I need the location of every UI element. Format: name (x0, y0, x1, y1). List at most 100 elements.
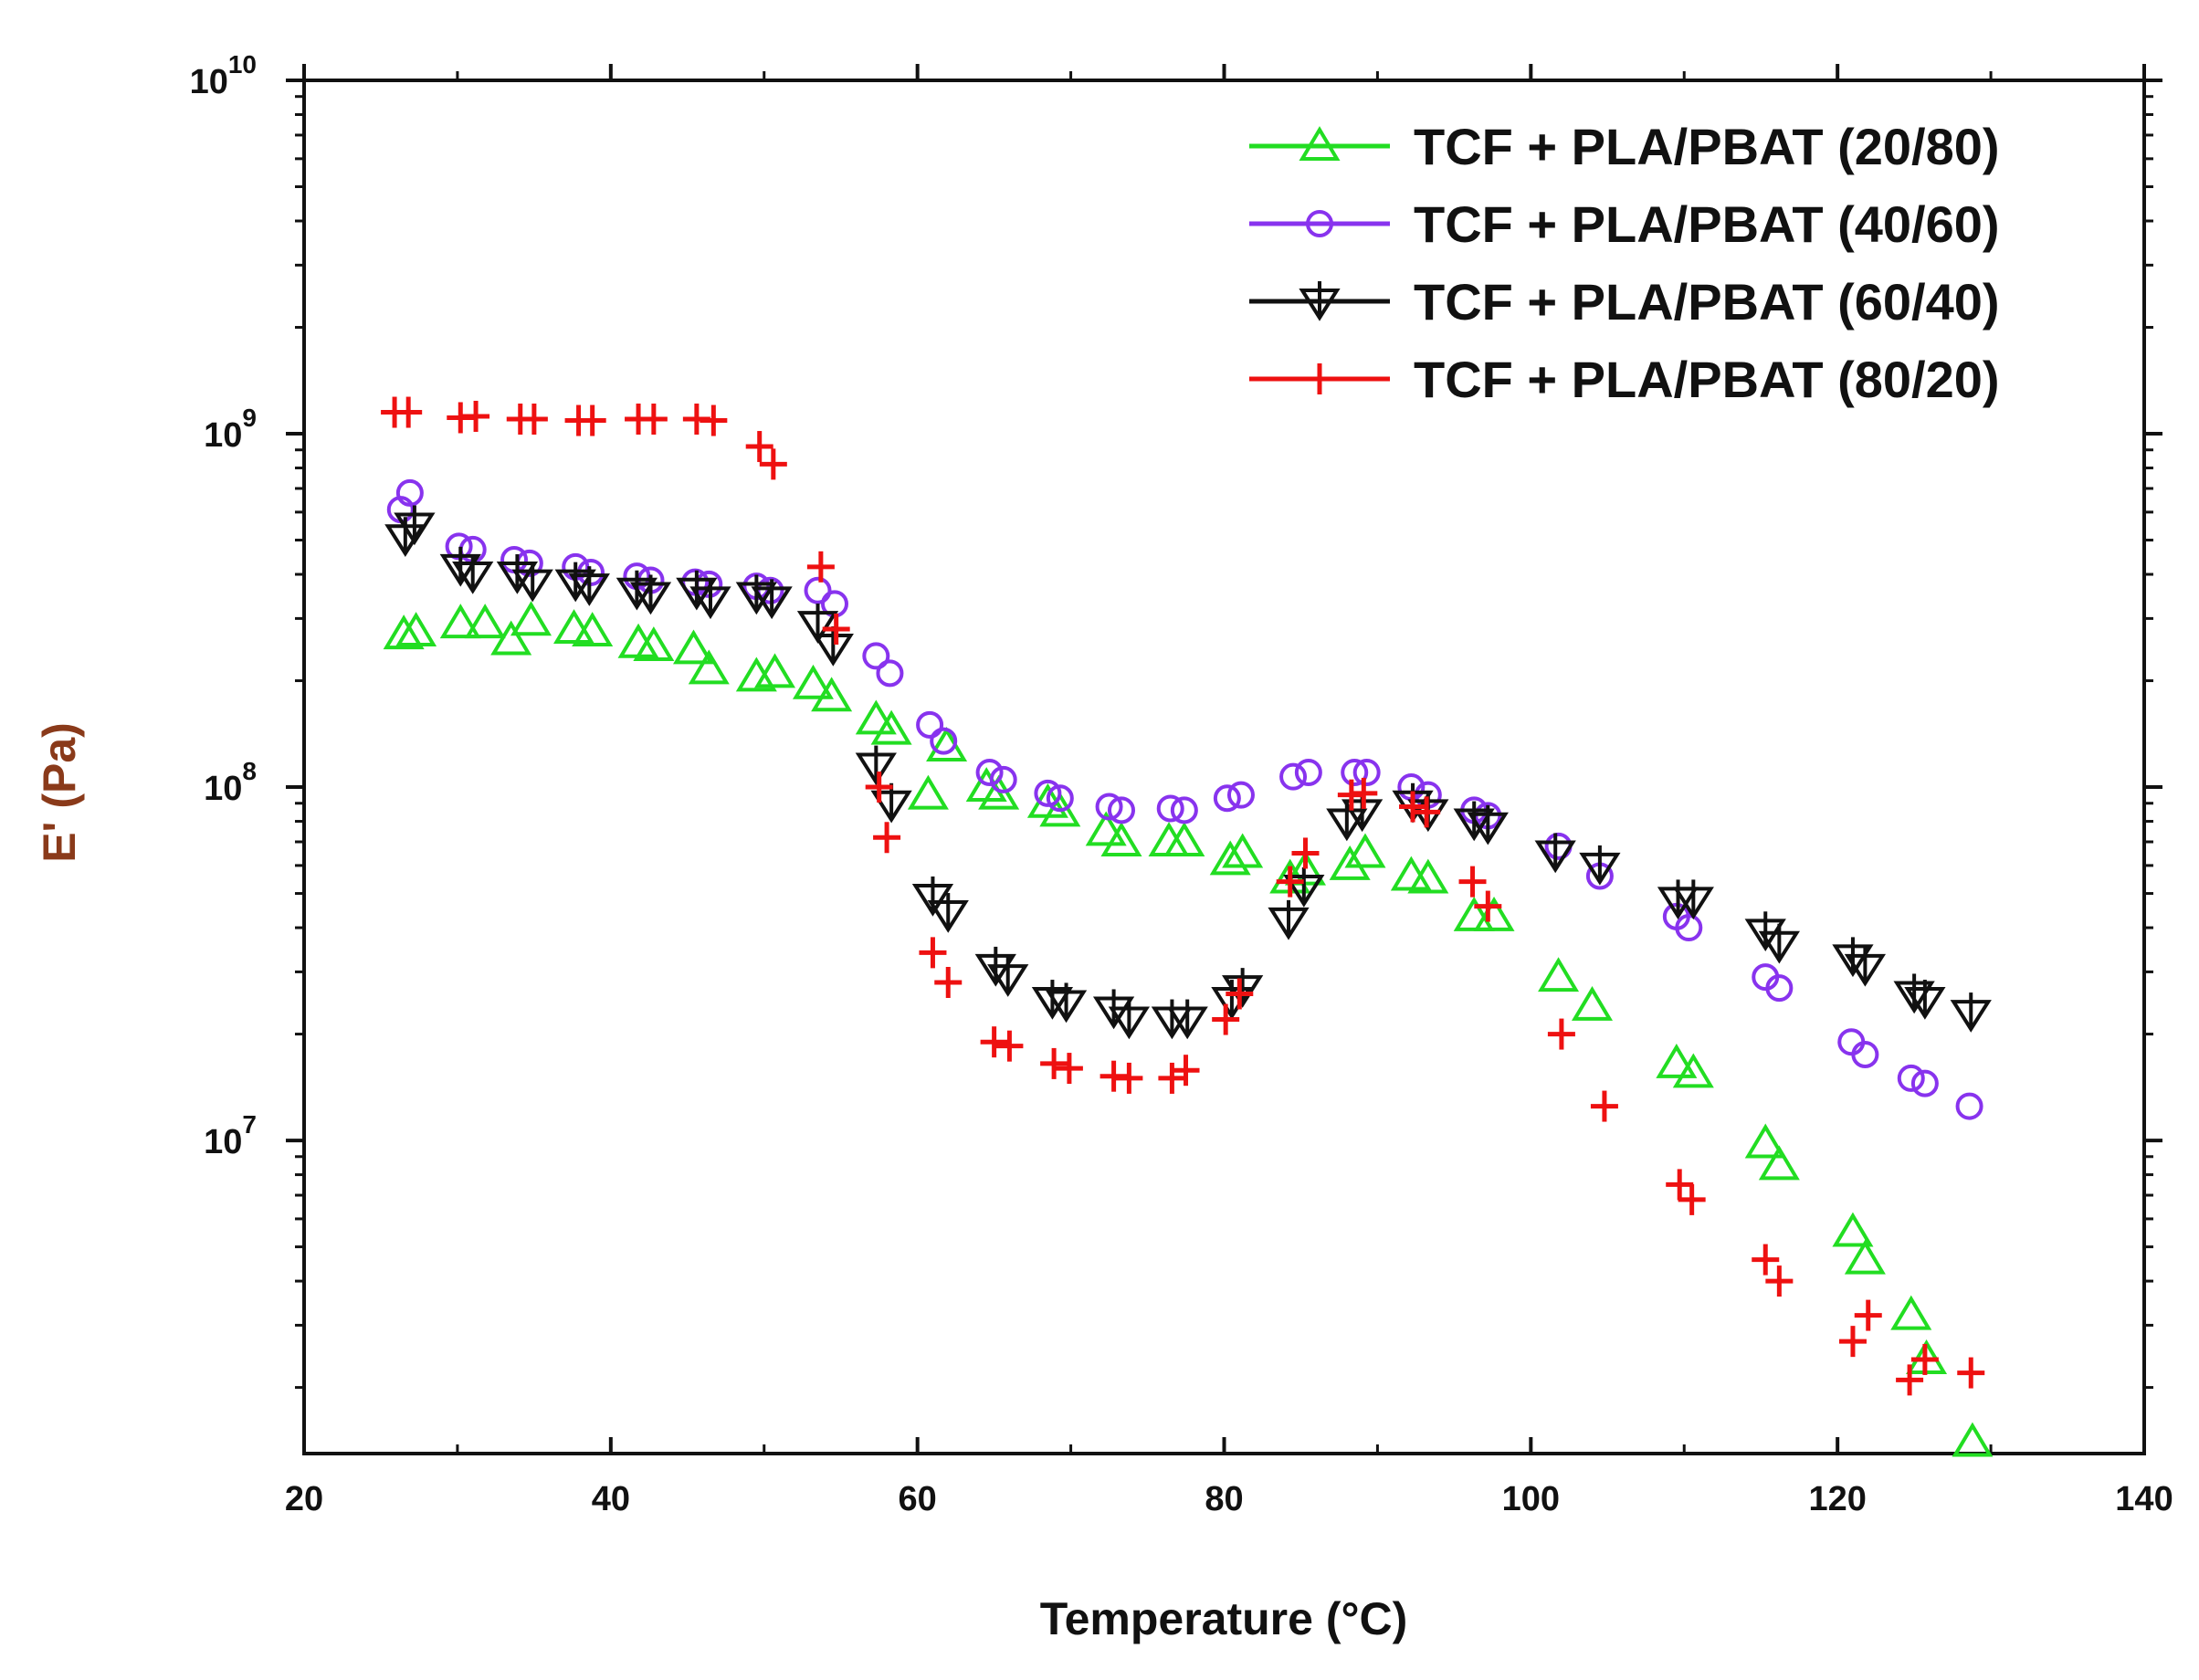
data-point (1399, 791, 1427, 823)
data-point (633, 626, 675, 662)
data-point (1758, 1145, 1800, 1181)
data-point (1276, 866, 1304, 898)
data-point (1226, 978, 1254, 1010)
data-point (1115, 1062, 1143, 1094)
data-point (1172, 1055, 1200, 1087)
legend-label: TCF + PLA/PBAT (40/60) (1414, 195, 2000, 253)
data-point (978, 774, 1020, 810)
data-point (1678, 1183, 1706, 1215)
data-point (1212, 1003, 1240, 1035)
data-point (500, 546, 529, 574)
data-point (1896, 1364, 1924, 1396)
data-point (1045, 982, 1088, 1024)
data-point (934, 967, 963, 999)
data-point (1893, 973, 1935, 1014)
data-point (1832, 1212, 1874, 1247)
x-tick-label: 60 (899, 1480, 937, 1518)
data-point (930, 727, 958, 755)
data-point (916, 710, 944, 739)
y-tick-label: 107 (204, 1110, 257, 1161)
data-point (1590, 1090, 1618, 1122)
data-point (876, 659, 904, 688)
data-point (639, 404, 668, 436)
x-tick-label: 80 (1205, 1480, 1243, 1518)
data-point (759, 448, 787, 480)
data-point (1209, 840, 1251, 876)
data-point (1108, 999, 1151, 1040)
data-point (1413, 796, 1441, 828)
data-point (1765, 1265, 1794, 1297)
data-point (688, 649, 730, 685)
data-point (553, 609, 595, 644)
legend-marker (1299, 281, 1341, 321)
data-point (1039, 792, 1081, 827)
data-point (568, 566, 610, 606)
data-point (511, 562, 553, 603)
data-point (1213, 784, 1241, 813)
data-point (1910, 1343, 1939, 1375)
data-point (1950, 992, 1992, 1033)
data-point (572, 612, 614, 647)
axes: 20 40 60 80 100 120 140 107 108 109 1010 (190, 50, 2173, 1518)
data-point (394, 505, 436, 546)
legend-label: TCF + PLA/PBAT (20/80) (1414, 118, 2000, 175)
data-point (745, 431, 773, 463)
data-point (490, 620, 532, 656)
data-point (1672, 879, 1714, 920)
y-tick-label: 109 (204, 404, 257, 455)
data-point (806, 551, 835, 583)
data-point (1955, 1092, 1983, 1120)
series-2 (386, 478, 1983, 1120)
data-point (907, 774, 949, 810)
data-point (464, 604, 506, 639)
legend-marker (1306, 210, 1333, 237)
data-point (873, 822, 901, 854)
data-point (383, 614, 425, 650)
data-point (1040, 1047, 1068, 1079)
data-point (865, 772, 893, 803)
data-point (980, 1026, 1008, 1058)
data-point (1890, 1295, 1932, 1330)
data-point (751, 579, 793, 620)
data-point (1107, 796, 1135, 824)
data-point (1897, 1064, 1925, 1092)
data-point (1283, 866, 1325, 908)
y-tick-label: 108 (204, 757, 257, 808)
legend-label: TCF + PLA/PBAT (80/20) (1414, 351, 2000, 408)
x-axis-title: Temperature (°C) (1040, 1593, 1407, 1644)
data-point (1675, 914, 1703, 942)
data-point (1458, 866, 1487, 898)
data-point (1268, 899, 1310, 940)
data-point (520, 404, 548, 436)
data-point (1390, 856, 1432, 891)
data-point (1838, 1326, 1867, 1358)
data-point (1758, 923, 1800, 964)
x-tick-label: 120 (1808, 1480, 1866, 1518)
data-point (1672, 1053, 1714, 1088)
data-point (689, 579, 731, 620)
legend-marker (1306, 363, 1333, 394)
data-point (1095, 793, 1123, 821)
data-point (617, 623, 659, 658)
data-point (1837, 1028, 1866, 1056)
data-point (439, 604, 481, 639)
data-point (1474, 890, 1502, 922)
data-point (1100, 822, 1142, 857)
data-point (1844, 946, 1887, 987)
data-point (395, 478, 424, 507)
data-point (1957, 1357, 1985, 1389)
data-point (862, 642, 890, 670)
legend-item-1: TCF + PLA/PBAT (20/80) (1249, 118, 2000, 175)
data-point (812, 626, 854, 667)
data-point (1467, 804, 1509, 845)
legend: TCF + PLA/PBAT (20/80) TCF + PLA/PBAT (40… (1249, 118, 2000, 408)
x-tick-label: 140 (2115, 1480, 2173, 1518)
data-point (1851, 1041, 1879, 1069)
data-point (452, 554, 494, 594)
data-point (1407, 858, 1449, 894)
data-point (1752, 1244, 1780, 1276)
series-4 (381, 396, 1985, 1396)
data-point (1910, 1069, 1939, 1097)
data-point (995, 1030, 1024, 1062)
